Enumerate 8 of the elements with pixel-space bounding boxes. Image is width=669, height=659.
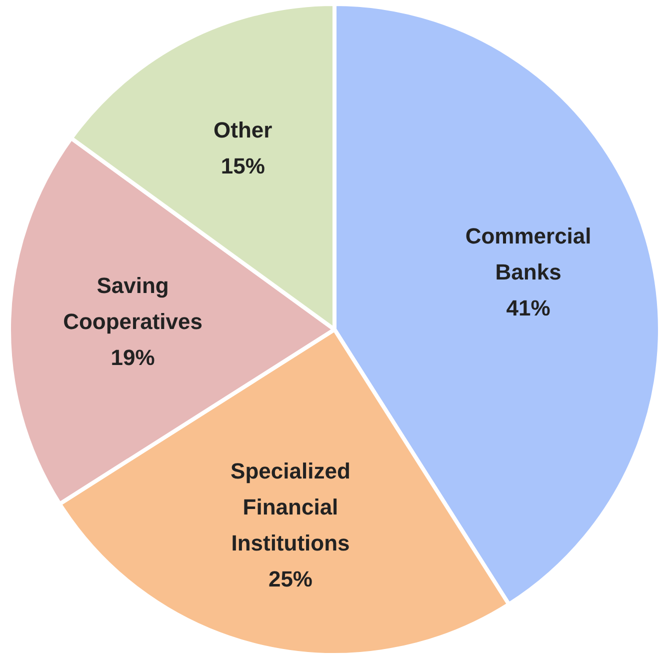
slice-label: Specialized Financial Institutions bbox=[230, 458, 350, 556]
data-label: 19% bbox=[110, 345, 155, 370]
slice-label: Other bbox=[214, 118, 273, 143]
data-label: 41% bbox=[506, 295, 550, 320]
slice-label: Commercial Banks bbox=[465, 223, 592, 284]
data-label: 25% bbox=[268, 566, 312, 592]
data-label: 15% bbox=[220, 154, 265, 179]
slice-label: Saving Cooperatives bbox=[63, 273, 202, 334]
